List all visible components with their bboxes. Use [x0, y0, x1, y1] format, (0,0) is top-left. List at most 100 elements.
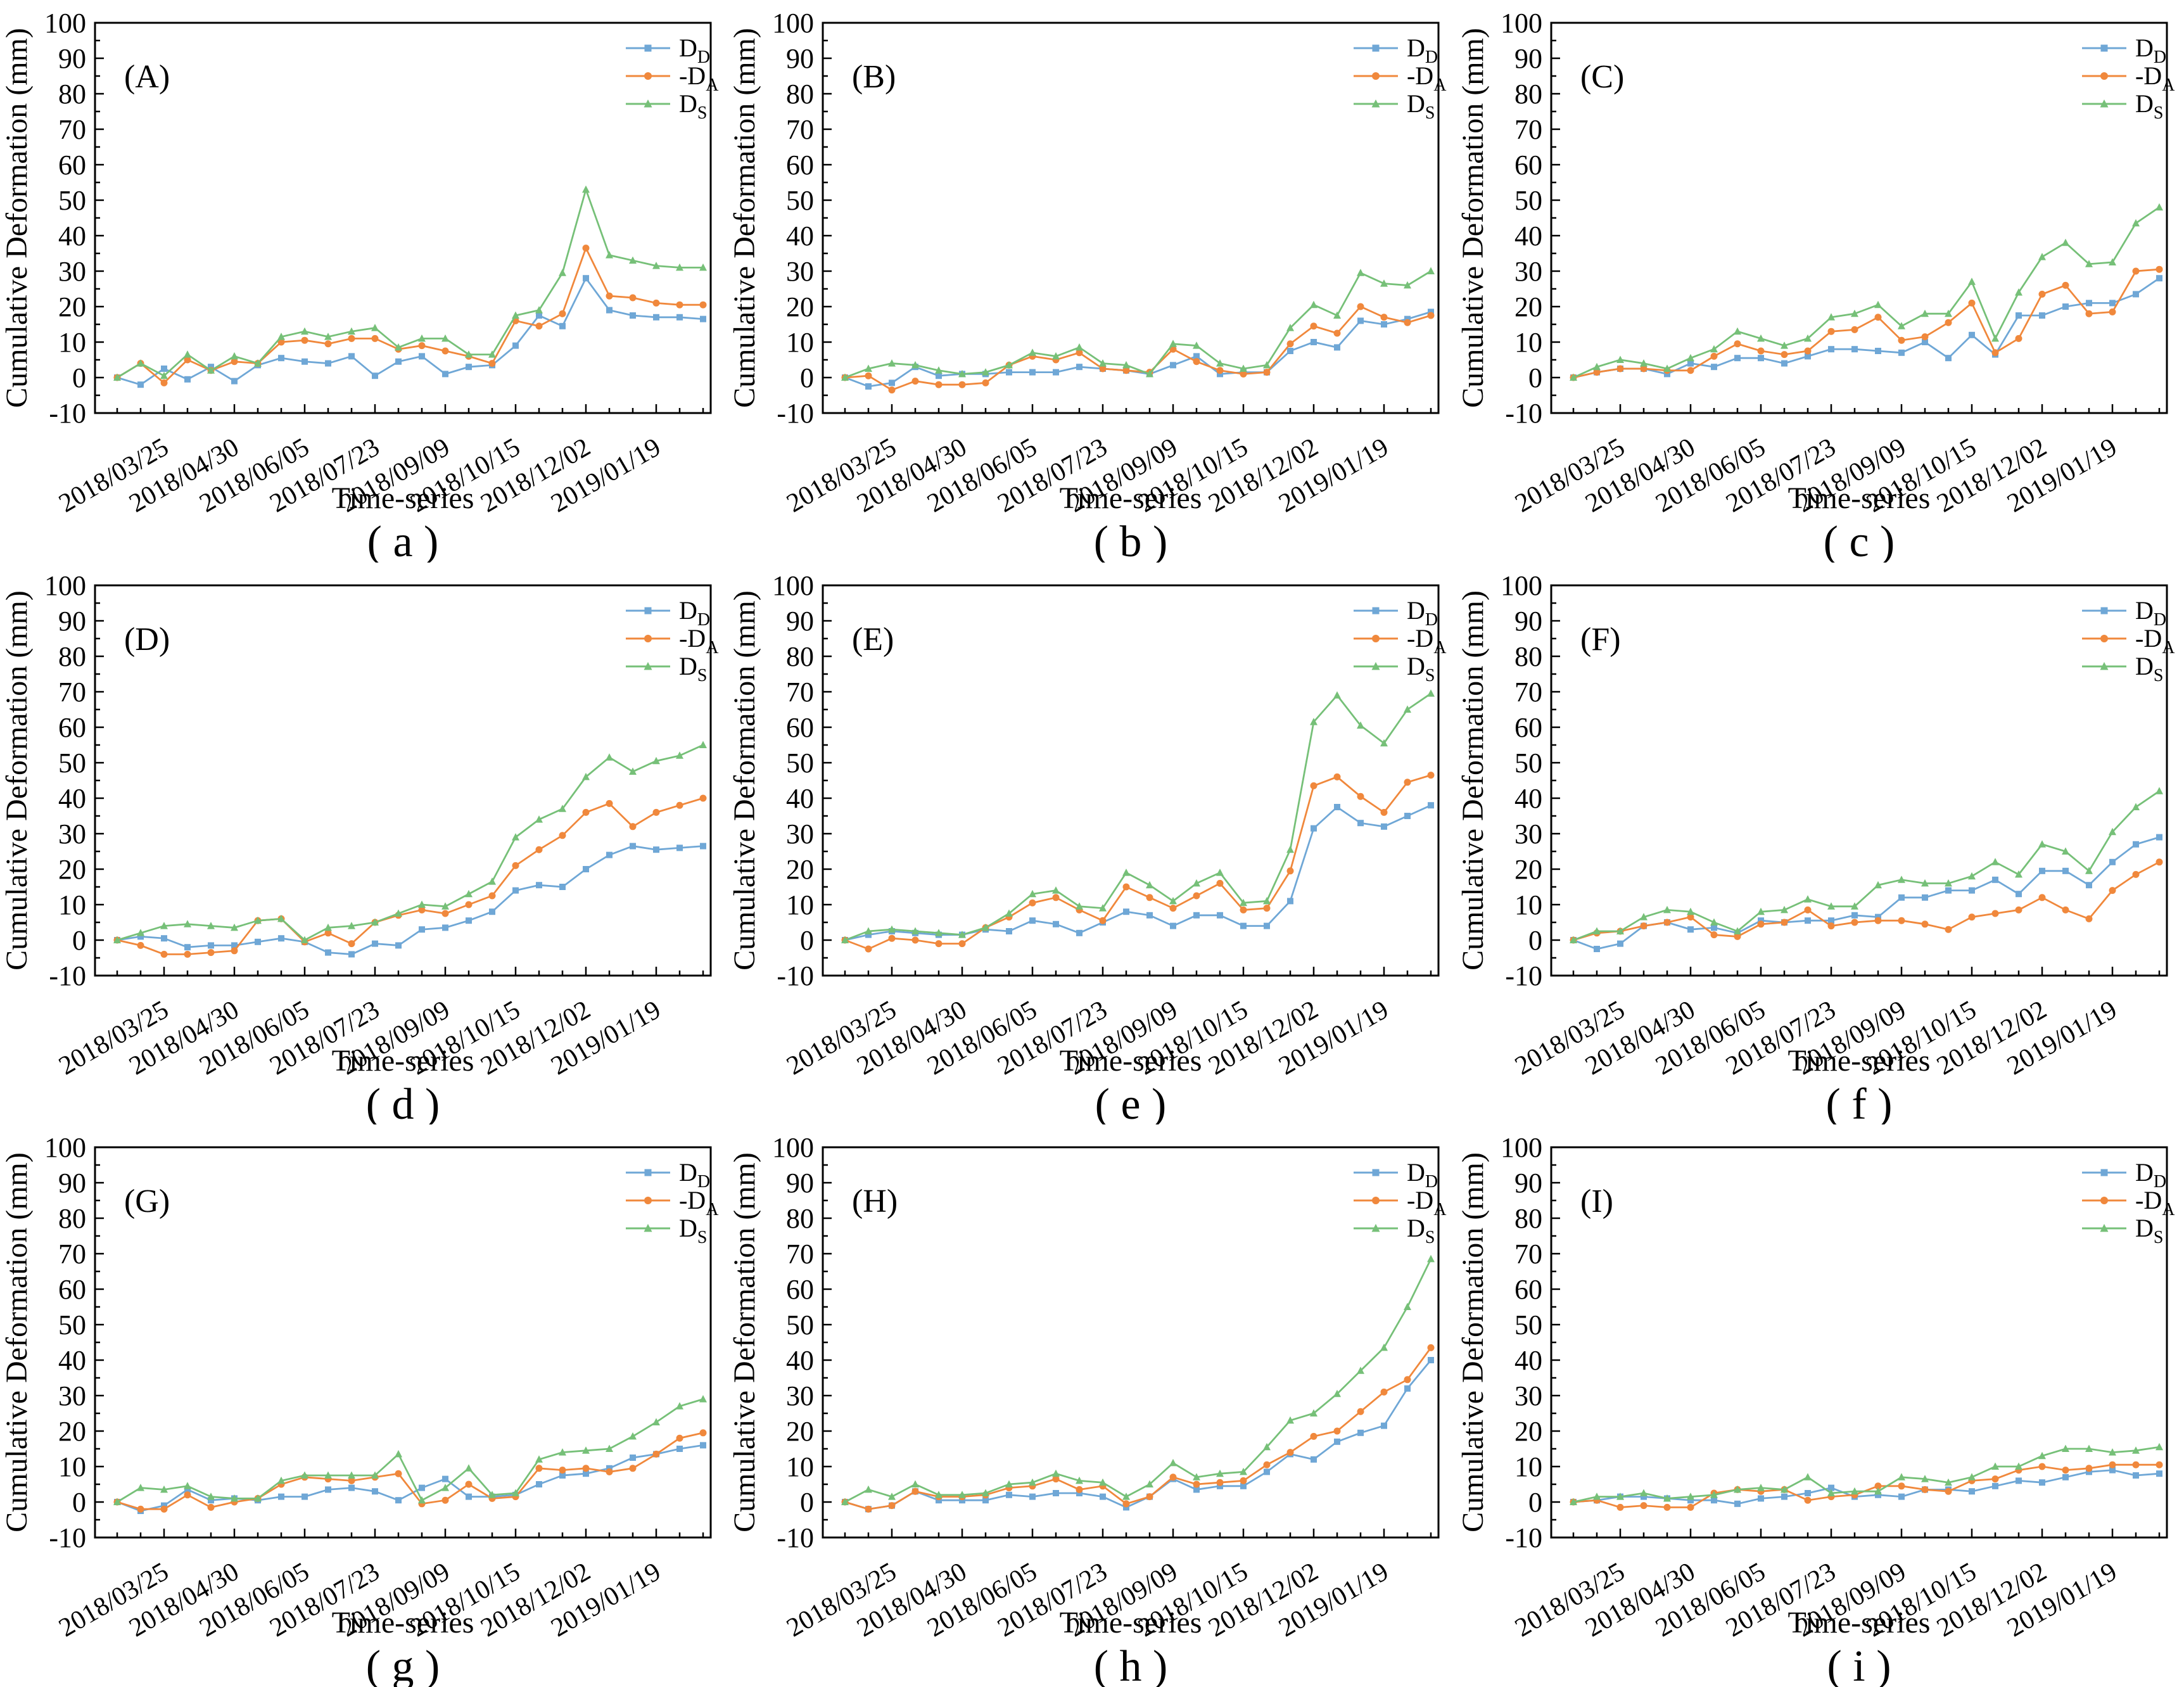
triangle-marker — [1616, 355, 1624, 363]
circle-marker — [1687, 367, 1694, 374]
triangle-marker — [1921, 309, 1929, 317]
triangle-marker — [1052, 886, 1060, 894]
legend-entry-da: -DA — [1354, 61, 1447, 95]
series-ds-line — [844, 1259, 1432, 1503]
square-marker — [1381, 1422, 1388, 1429]
circle-marker — [1968, 913, 1976, 920]
circle-marker — [1052, 1475, 1060, 1483]
series-ds-line — [1573, 1446, 2159, 1503]
y-tick-label: 60 — [786, 712, 814, 743]
triangle-marker — [581, 1446, 590, 1455]
circle-marker — [2109, 886, 2116, 894]
triangle-marker — [2061, 847, 2069, 855]
panel-b-chart: -1001020304050607080901002018/03/252018/… — [728, 8, 1447, 563]
triangle-marker — [441, 334, 449, 342]
circle-marker — [1640, 365, 1648, 372]
y-tick-label: 90 — [786, 1168, 814, 1199]
circle-marker — [2132, 1461, 2140, 1469]
panel-letter: (A) — [124, 59, 170, 95]
circle-marker — [699, 794, 707, 802]
plot-area — [822, 1146, 1440, 1539]
square-marker — [1076, 364, 1083, 371]
square-marker — [231, 942, 238, 949]
circle-marker — [2085, 310, 2093, 317]
square-marker — [1193, 912, 1200, 919]
panel-letter: (H) — [852, 1183, 898, 1219]
triangle-marker — [2155, 786, 2163, 794]
y-tick-label: 10 — [58, 327, 86, 358]
y-axis-label: Cumulative Deformation (mm) — [0, 1152, 34, 1532]
triangle-marker — [628, 256, 637, 264]
square-marker — [2100, 607, 2108, 614]
square-marker — [1874, 1492, 1881, 1499]
circle-marker — [1099, 917, 1107, 924]
triangle-marker — [1029, 348, 1037, 356]
square-marker — [865, 931, 872, 938]
circle-marker — [2062, 1467, 2069, 1474]
series-dd-line — [1573, 277, 2160, 379]
panel-e-chart: -1001020304050607080901002018/03/252018/… — [728, 570, 1447, 1125]
triangle-marker — [2085, 260, 2093, 267]
square-marker — [676, 844, 683, 851]
y-axis: -10 0 10 20 30 40 50 60 70 80 90 100 — [44, 570, 104, 991]
triangle-marker — [652, 262, 660, 269]
circle-marker — [324, 340, 332, 348]
panel-i: -10 0 10 20 30 40 50 60 70 80 90 100 2018/03/25 2018/… — [1456, 1124, 2184, 1687]
square-marker — [441, 371, 448, 378]
square-marker — [2038, 312, 2045, 319]
triangle-marker — [1944, 309, 1952, 317]
panel-f: -10 0 10 20 30 40 50 60 70 80 90 100 2018/03/25 2018/… — [1456, 563, 2184, 1125]
circle-marker — [207, 948, 215, 956]
y-tick-label: 60 — [58, 150, 86, 181]
series-ds-line — [117, 186, 703, 379]
legend-entry-da: -DA — [1354, 624, 1447, 658]
triangle-marker — [1686, 353, 1694, 362]
panel-a-chart: -1001020304050607080901002018/03/252018/… — [0, 8, 718, 563]
triangle-marker — [1991, 857, 1999, 865]
circle-marker — [1310, 782, 1317, 789]
triangle-marker — [1639, 1489, 1648, 1497]
y-tick-label: 30 — [786, 818, 814, 850]
circle-marker — [2038, 893, 2046, 901]
square-marker — [1006, 1492, 1013, 1499]
y-tick-label: 100 — [1501, 8, 1542, 39]
y-tick-label: 0 — [800, 362, 814, 393]
y-tick-label: 70 — [58, 114, 86, 145]
square-marker — [2085, 300, 2092, 307]
triangle-marker — [1756, 334, 1765, 342]
square-marker — [1827, 917, 1834, 924]
circle-marker — [958, 939, 966, 947]
circle-marker — [535, 322, 543, 330]
triangle-marker — [183, 1482, 191, 1490]
triangle-marker — [1357, 721, 1365, 729]
square-marker — [184, 1486, 191, 1493]
square-marker — [606, 851, 613, 858]
square-marker — [959, 1497, 966, 1504]
panel-f-chart: -1001020304050607080901002018/03/252018/… — [1456, 570, 2175, 1125]
square-marker — [1053, 369, 1060, 376]
triangle-marker — [865, 927, 873, 934]
triangle-marker — [2085, 1444, 2093, 1453]
triangle-marker — [1122, 360, 1131, 369]
y-axis: -10 0 10 20 30 40 50 60 70 80 90 100 — [772, 1132, 832, 1553]
triangle-marker — [371, 1471, 379, 1479]
circle-marker — [1380, 1389, 1388, 1396]
circle-marker — [1310, 1433, 1317, 1441]
y-tick-label: -10 — [49, 398, 86, 429]
triangle-marker — [1216, 359, 1224, 367]
y-tick-label: 90 — [1514, 606, 1542, 637]
y-tick-label: 30 — [1514, 818, 1542, 850]
triangle-marker — [1944, 1479, 1952, 1486]
circle-marker — [1333, 329, 1341, 337]
triangle-marker — [1827, 901, 1835, 910]
plot-area — [1550, 1146, 2168, 1539]
y-axis-label: Cumulative Deformation (mm) — [0, 28, 34, 408]
legend-entry-ds: DS — [2081, 1214, 2163, 1247]
circle-marker — [1687, 1504, 1694, 1512]
legend-label: -DA — [1407, 1186, 1446, 1219]
circle-marker — [1404, 1376, 1411, 1384]
circle-marker — [2038, 1463, 2046, 1470]
series-ds-line — [117, 1398, 704, 1503]
